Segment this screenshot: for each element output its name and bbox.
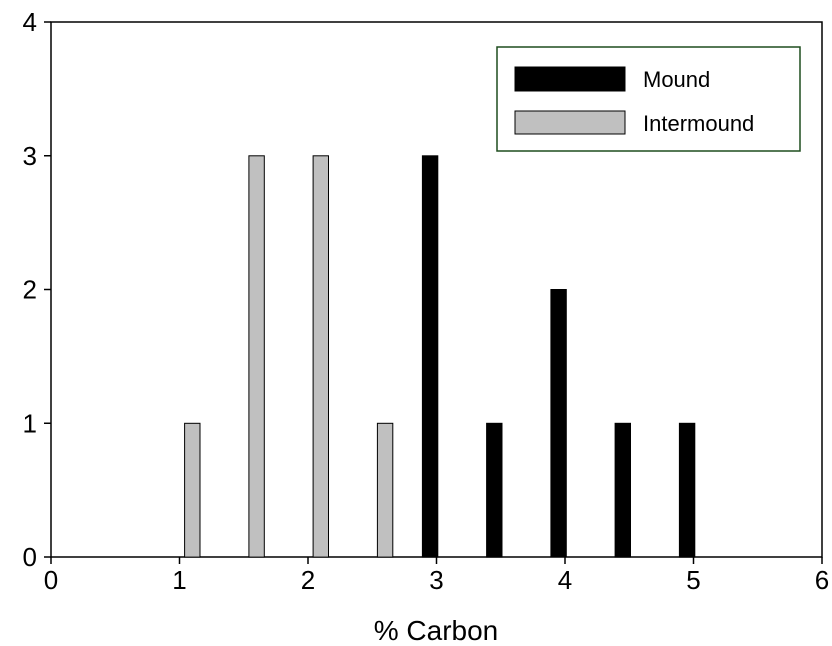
x-tick-label: 4 <box>558 565 572 595</box>
bar-intermound-2 <box>312 155 330 558</box>
bar-intermound-3 <box>376 422 394 558</box>
y-tick-label: 1 <box>23 408 37 438</box>
y-tick-label: 2 <box>23 275 37 305</box>
x-tick-label: 0 <box>44 565 58 595</box>
legend-box <box>496 46 801 152</box>
x-tick-label: 5 <box>686 565 700 595</box>
y-axis: 0 1 2 3 4 <box>23 7 51 572</box>
legend-swatch-mound <box>514 66 626 92</box>
bar-mound-0 <box>421 155 439 558</box>
bar-mound-3 <box>614 422 631 558</box>
y-tick-label: 3 <box>23 141 37 171</box>
y-tick-label: 4 <box>23 7 37 37</box>
x-tick-label: 2 <box>301 565 315 595</box>
x-tick-label: 6 <box>815 565 829 595</box>
bar-mound-4 <box>678 422 696 558</box>
x-axis: 0 1 2 3 4 5 6 <box>44 557 829 595</box>
legend-label-intermound: Intermound <box>643 111 754 136</box>
x-axis-title: % Carbon <box>374 615 499 646</box>
y-tick-label: 0 <box>23 542 37 572</box>
legend-swatch-intermound <box>514 110 626 135</box>
bar-mound-2 <box>550 289 567 558</box>
bar-mound-1 <box>486 422 503 558</box>
bar-intermound-0 <box>184 422 201 558</box>
x-tick-label: 3 <box>429 565 443 595</box>
legend: Mound Intermound <box>496 46 801 152</box>
bars-group <box>184 155 696 558</box>
x-tick-label: 1 <box>172 565 186 595</box>
legend-label-mound: Mound <box>643 67 710 92</box>
bar-intermound-1 <box>248 155 265 558</box>
